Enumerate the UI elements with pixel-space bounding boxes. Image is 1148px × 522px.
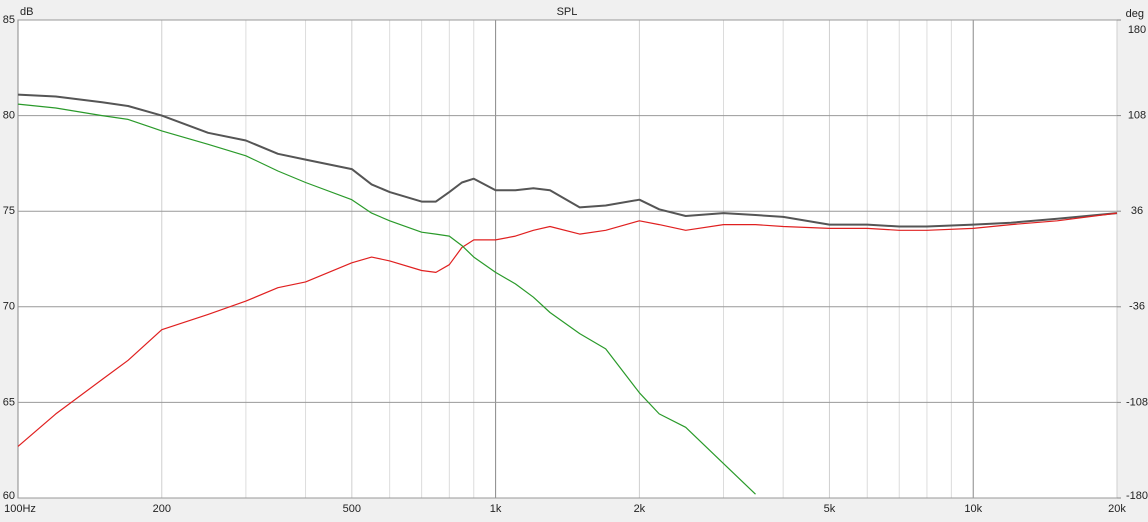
series-line <box>17 103 756 495</box>
x-tick-label: 500 <box>343 503 361 515</box>
y-tick-label: 70 <box>3 301 15 313</box>
y-tick-label: 80 <box>3 110 15 122</box>
x-tick-label: 1k <box>490 503 502 515</box>
x-tick-label: 200 <box>153 503 171 515</box>
y-tick-label: 60 <box>3 490 15 502</box>
x-tick-label: 5k <box>824 503 836 515</box>
y2-tick-label: 180 <box>1128 24 1146 36</box>
series-line <box>17 212 1118 447</box>
y2-axis-unit: deg <box>1126 8 1144 20</box>
x-tick-label: 100Hz <box>4 503 36 515</box>
plot-area <box>17 19 1118 499</box>
y2-tick-label: 108 <box>1128 110 1146 122</box>
y2-tick-label: -36 <box>1129 301 1145 313</box>
x-tick-label: 2k <box>634 503 646 515</box>
y2-tick-label: -180 <box>1126 490 1148 502</box>
y2-tick-label: -108 <box>1126 396 1148 408</box>
y-tick-label: 85 <box>3 14 15 26</box>
y2-tick-label: 36 <box>1131 205 1143 217</box>
series-line <box>17 93 1118 228</box>
x-tick-label: 10k <box>964 503 982 515</box>
y-axis-unit: dB <box>20 6 33 18</box>
y-tick-label: 75 <box>3 205 15 217</box>
chart-title: SPL <box>557 6 578 18</box>
x-tick-label: 20k <box>1108 503 1126 515</box>
y-tick-label: 65 <box>3 396 15 408</box>
